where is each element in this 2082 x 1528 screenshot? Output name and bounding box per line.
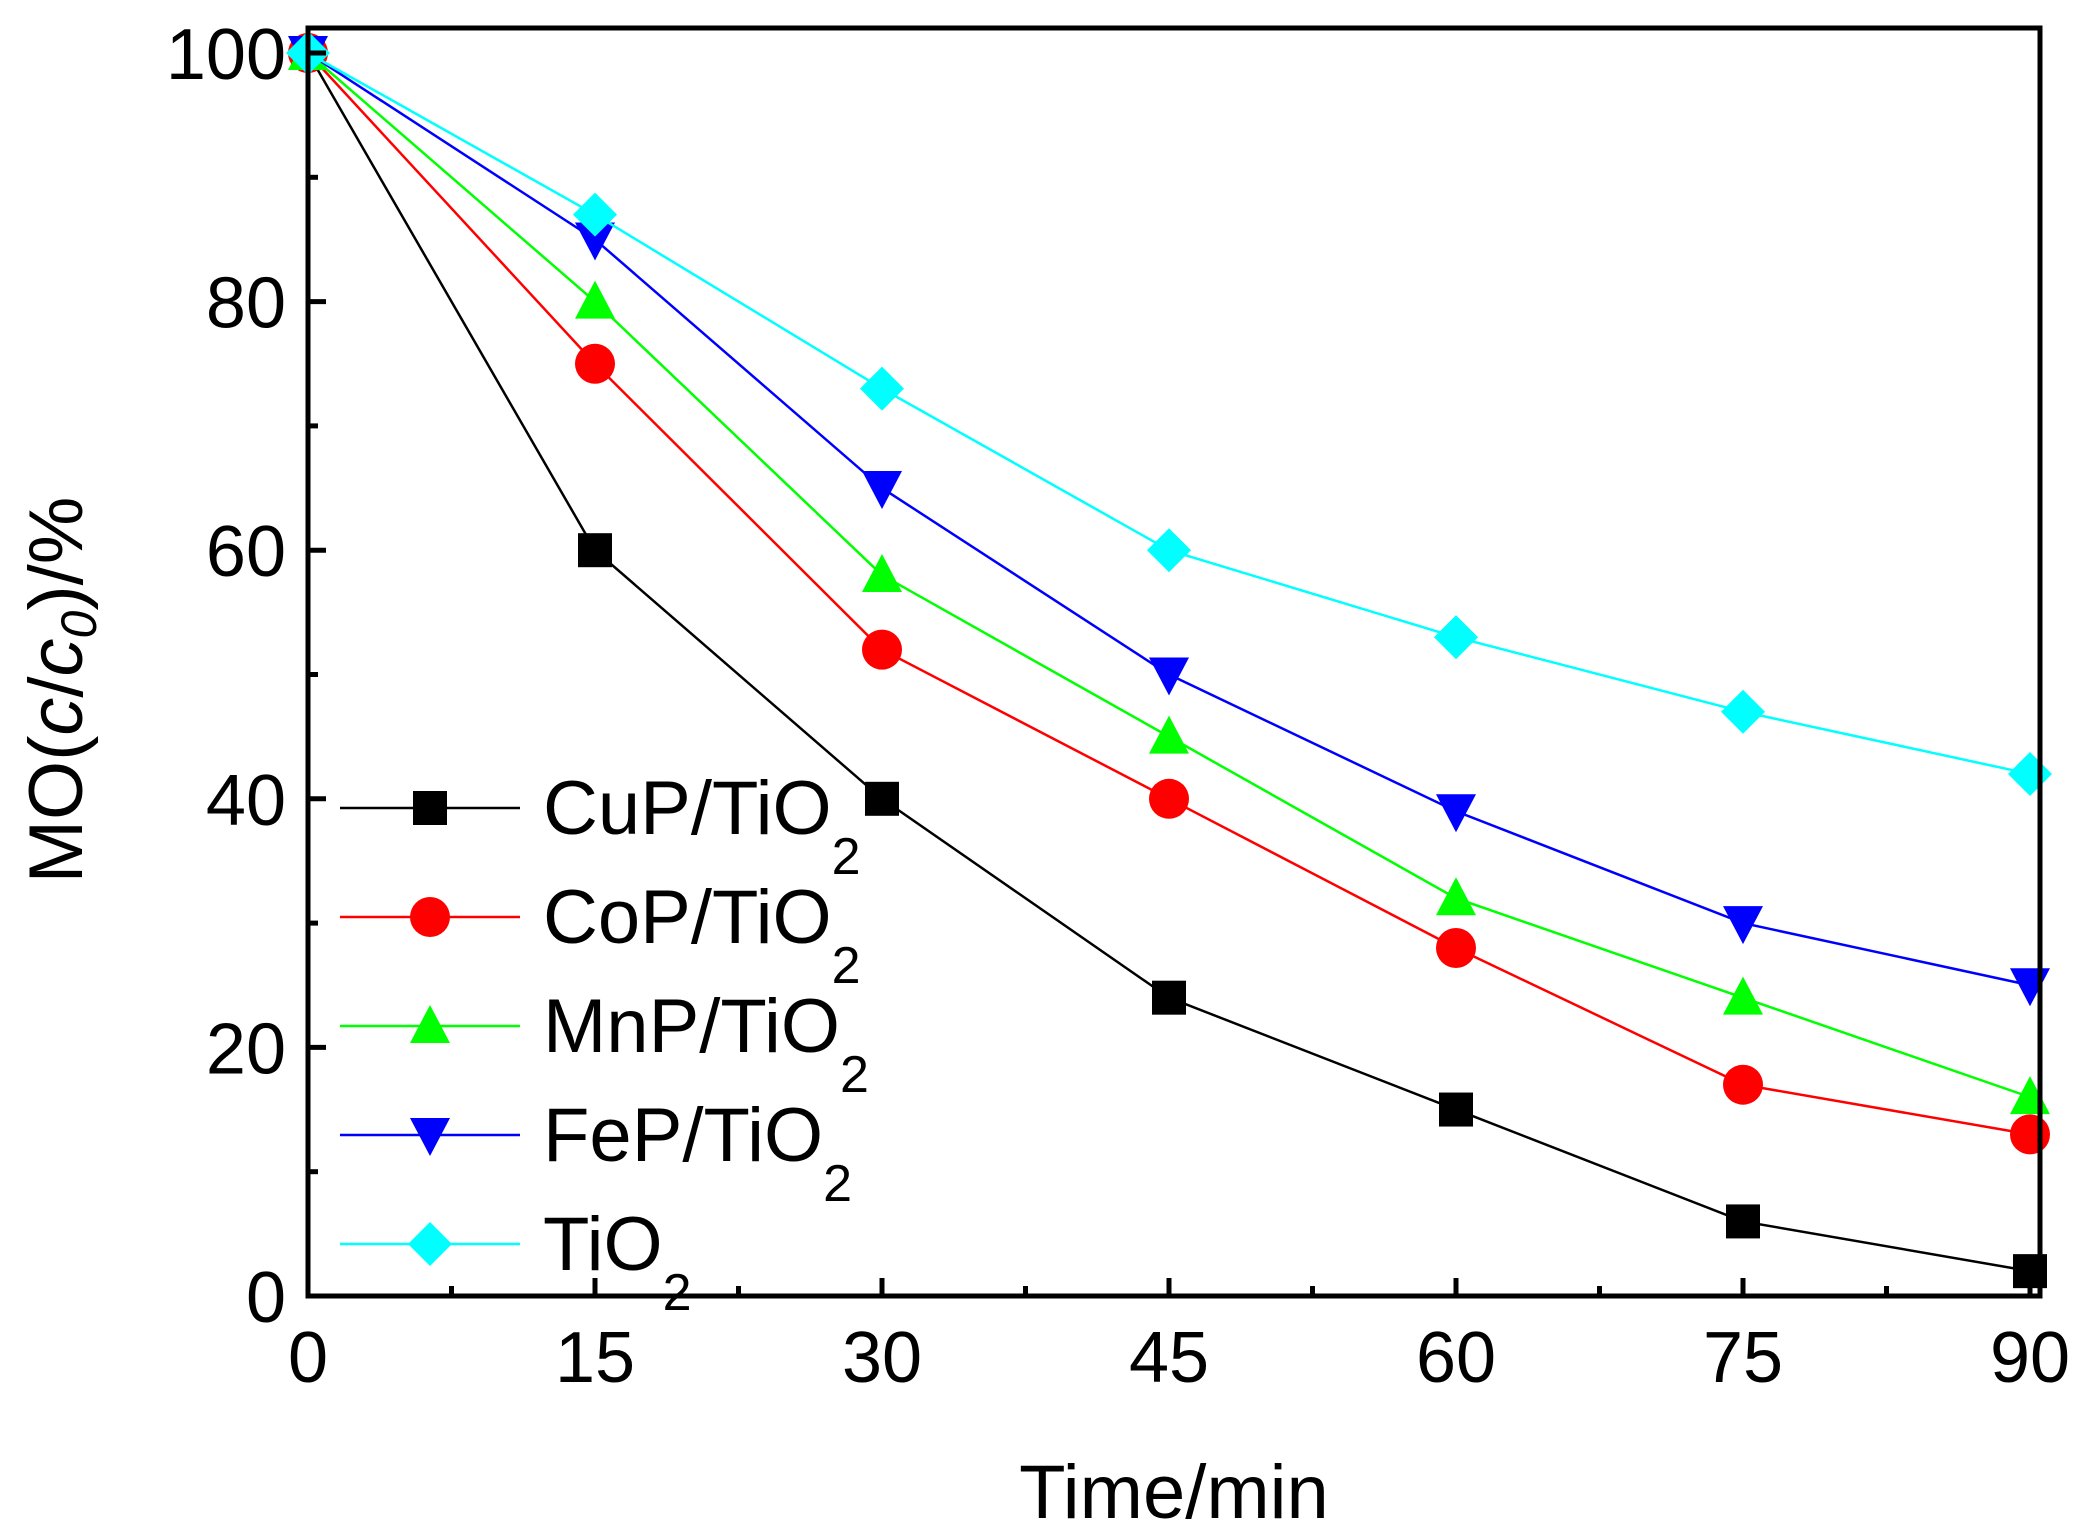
ticks-layer: 0 15 30 45 60 75 90 0 20 40 60 80 100	[166, 15, 2070, 1398]
marker-triangle-down	[575, 222, 615, 261]
marker-triangle-up	[410, 1005, 450, 1043]
legend-label-subscript: 2	[823, 1155, 852, 1213]
legend-label: FeP/TiO2	[543, 1093, 852, 1213]
legend-item: CuP/TiO2	[340, 766, 860, 886]
marker-triangle-down	[410, 1118, 450, 1156]
series-line	[307, 52, 2031, 1136]
marker-circle	[1149, 778, 1189, 819]
x-tick-label: 45	[1129, 1318, 1209, 1398]
marker-triangle-down	[862, 471, 902, 510]
legend-item: CoP/TiO2	[340, 875, 860, 995]
legend-label-text: TiO	[543, 1202, 663, 1287]
y-tick-label: 40	[206, 761, 286, 841]
marker-diamond	[1147, 528, 1191, 573]
marker-triangle-up	[862, 554, 902, 593]
marker-square	[865, 781, 899, 816]
x-tick-label: 30	[842, 1318, 922, 1398]
marker-diamond	[860, 366, 904, 411]
y-axis-label: MO(c/c0)/%	[14, 497, 107, 884]
plot-frame	[305, 25, 2043, 1299]
marker-square	[1726, 1204, 1760, 1239]
legend-label: MnP/TiO2	[543, 984, 869, 1104]
marker-triangle-up	[1149, 715, 1189, 754]
y-tick-label: 0	[246, 1258, 286, 1338]
marker-circle	[2010, 1114, 2050, 1155]
marker-circle	[1436, 927, 1476, 968]
legend-item: FeP/TiO2	[340, 1093, 852, 1213]
marker-square	[1152, 980, 1186, 1015]
marker-diamond	[573, 192, 617, 237]
series-tio2	[286, 31, 2052, 796]
x-tick-label: 0	[288, 1318, 328, 1398]
marker-diamond	[1721, 689, 1765, 734]
marker-diamond	[408, 1222, 452, 1266]
x-axis-label: Time/min	[1019, 1450, 1329, 1528]
marker-square	[413, 791, 447, 825]
y-tick-label: 80	[206, 264, 286, 344]
marker-circle	[862, 629, 902, 670]
marker-triangle-down	[1149, 657, 1189, 696]
x-tick-label: 75	[1703, 1318, 1783, 1398]
legend-label-subscript: 2	[663, 1264, 692, 1322]
marker-square	[578, 533, 612, 568]
series-fep-tio2	[288, 36, 2050, 1007]
x-tick-label: 15	[555, 1318, 635, 1398]
legend-label: TiO2	[543, 1202, 692, 1322]
legend-label-subscript: 2	[840, 1046, 869, 1104]
legend-label-subscript: 2	[832, 937, 861, 995]
marker-triangle-up	[1723, 976, 1763, 1015]
legend-label-text: MnP/TiO	[543, 984, 840, 1069]
marker-diamond	[2008, 751, 2052, 796]
marker-circle	[575, 343, 615, 384]
marker-triangle-up	[2010, 1076, 2050, 1115]
legend-item: MnP/TiO2	[340, 984, 869, 1104]
legend-label-text: CuP/TiO	[543, 766, 832, 851]
y-tick-label: 100	[166, 15, 286, 95]
x-tick-label: 90	[1990, 1318, 2070, 1398]
marker-triangle-down	[1436, 794, 1476, 833]
marker-triangle-down	[2010, 968, 2050, 1007]
marker-circle	[1723, 1064, 1763, 1105]
y-tick-label: 60	[206, 512, 286, 592]
legend-label-text: FeP/TiO	[543, 1093, 823, 1178]
marker-triangle-up	[1436, 877, 1476, 916]
marker-triangle-down	[1723, 906, 1763, 945]
marker-diamond	[1434, 615, 1478, 660]
y-tick-label: 20	[206, 1009, 286, 1089]
legend-item: TiO2	[340, 1202, 692, 1322]
legend-label-subscript: 2	[832, 828, 861, 886]
legend-label: CuP/TiO2	[543, 766, 860, 886]
marker-triangle-up	[575, 280, 615, 319]
legend-label: CoP/TiO2	[543, 875, 860, 995]
x-tick-label: 60	[1416, 1318, 1496, 1398]
marker-circle	[410, 897, 450, 937]
marker-square	[1439, 1092, 1473, 1127]
legend-label-text: CoP/TiO	[543, 875, 832, 960]
